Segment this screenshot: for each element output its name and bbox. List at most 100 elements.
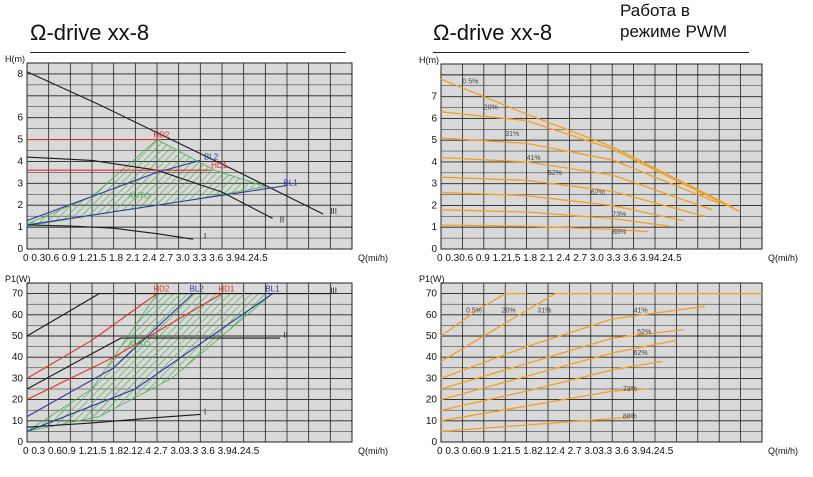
y-tick-label: 6: [17, 113, 23, 124]
series-label-41: 41%: [634, 308, 648, 315]
series-label-HD2: HD2: [153, 284, 170, 293]
series-line-31-2: [440, 191, 684, 222]
y-tick-label: 0: [431, 437, 437, 448]
series-line-BL2-5: [26, 293, 194, 418]
y-tick-label: 30: [12, 373, 24, 384]
y-tick-label: 5: [17, 135, 23, 146]
series-line-88-7: [440, 292, 527, 337]
pwm-note-line1: Работа в: [620, 1, 690, 20]
series-line-62-5: [440, 137, 720, 204]
chart-right-bottom: [440, 282, 763, 443]
y-tick-label: 4: [431, 157, 437, 168]
series-line-20-1: [440, 388, 648, 422]
y-tick-label: 2: [431, 200, 437, 211]
x-axis-label: Q(mi/h): [768, 446, 798, 456]
series-label-52: 52%: [548, 170, 562, 177]
series-label-I: I: [204, 407, 206, 416]
series-line-05-0: [440, 224, 648, 233]
series-line-31-2: [440, 360, 663, 411]
auto-region: [26, 139, 266, 227]
y-tick-label: 20: [12, 395, 24, 406]
y-tick-label: 8: [17, 69, 23, 80]
y-tick-label: 5: [431, 135, 437, 146]
series-line-41-3: [440, 176, 706, 218]
series-line-73-6: [440, 292, 762, 362]
series-label-BL2: BL2: [190, 284, 205, 293]
series-label-62: 62%: [634, 350, 648, 357]
left-title: Ω-drive xx-8: [30, 20, 150, 45]
y-tick-label: 0: [17, 244, 23, 255]
series-label-HD2: HD2: [153, 130, 170, 139]
x-tick-labels: 0 0.3 0.60.9 1.21.5 1.82.12.4 2.7 3.03.3…: [437, 446, 674, 457]
series-line-73-6: [440, 111, 741, 213]
series-label-31: 31%: [505, 131, 519, 138]
x-axis-label: Q(mi/h): [768, 253, 798, 263]
series-label-III: III: [330, 287, 337, 296]
plot-area: [440, 63, 763, 250]
y-tick-label: 4: [17, 156, 23, 167]
series-label-88: 88%: [623, 414, 637, 421]
series-label-88: 88%: [612, 229, 626, 236]
y-axis-label: P1(W): [5, 274, 31, 284]
y-axis-label: H(m): [419, 55, 439, 65]
series-line-BL2-5: [26, 159, 201, 222]
x-axis-label: Q(mi/h): [358, 253, 388, 263]
series-label-II: II: [280, 216, 284, 225]
y-tick-label: 3: [431, 179, 437, 190]
series-label-62: 62%: [591, 190, 605, 197]
right-title: Ω-drive xx-8: [433, 20, 553, 45]
series-label-III: III: [330, 207, 337, 216]
series-line-52-4: [440, 156, 713, 211]
y-tick-label: 30: [426, 373, 438, 384]
series-label-05: 0.5%: [462, 79, 478, 86]
y-tick-label: 60: [426, 310, 438, 321]
x-tick-labels: 0 0.30.6 0.9 1.21.5 1.8 2.1 2.4 2.7 3.0 …: [437, 253, 682, 264]
pwm-note: Работа в режиме PWM: [620, 0, 727, 42]
series-label-BL1: BL1: [283, 179, 298, 188]
y-tick-label: 1: [17, 222, 23, 233]
series-label-20: 20%: [484, 105, 498, 112]
series-line-I-0: [26, 413, 201, 428]
y-tick-label: 7: [431, 92, 437, 103]
series-label-II: II: [283, 331, 287, 340]
series-line-05-0: [440, 415, 634, 433]
y-axis-label: P1(W): [419, 274, 445, 284]
plot-area: [440, 282, 763, 443]
series-line-20-1: [440, 209, 670, 227]
series-line-BL1-6: [26, 293, 273, 432]
series-line-BL1-6: [26, 184, 288, 226]
x-tick-labels: 0 0.3 0.60.9 1.21.5 1.82.12.4 2.7 3.03.3…: [23, 446, 260, 457]
y-tick-label: 2: [17, 200, 23, 211]
y-tick-label: 40: [12, 352, 24, 363]
series-label-52: 52%: [637, 329, 651, 336]
pwm-note-line2: режиме PWM: [620, 22, 727, 41]
series-line-I-0: [26, 224, 194, 240]
y-axis-label: H(m): [5, 54, 25, 64]
y-tick-label: 0: [431, 244, 437, 255]
x-tick-labels: 0 0.30.6 0.9 1.21.5 1.8 2.1 2.4 2.7 3.0 …: [23, 253, 268, 264]
left-title-underline: [30, 52, 346, 53]
chart-left-top: [26, 62, 353, 250]
series-line-62-5: [440, 305, 705, 380]
series-label-BL1: BL1: [265, 284, 280, 293]
right-title-underline: [433, 52, 749, 53]
plot-area: [26, 62, 353, 250]
y-tick-label: 10: [12, 416, 24, 427]
series-line-HD1-4: [26, 293, 223, 401]
series-label-BL2: BL2: [204, 152, 219, 161]
series-line-52-4: [440, 328, 684, 390]
y-tick-label: 70: [12, 289, 24, 300]
y-tick-label: 1: [431, 222, 437, 233]
series-label-73: 73%: [612, 211, 626, 218]
y-tick-label: 50: [426, 331, 438, 342]
series-label-20: 20%: [502, 308, 516, 315]
series-line-HD2-3: [26, 293, 158, 379]
series-label-AUTO: AUTO: [128, 192, 150, 201]
series-label-AUTO: AUTO: [128, 340, 150, 349]
y-tick-label: 10: [426, 416, 438, 427]
y-tick-label: 60: [12, 310, 24, 321]
y-tick-label: 40: [426, 352, 438, 363]
series-label-HD1: HD1: [218, 284, 235, 293]
y-tick-label: 0: [17, 437, 23, 448]
x-axis-label: Q(mi/h): [358, 446, 388, 456]
